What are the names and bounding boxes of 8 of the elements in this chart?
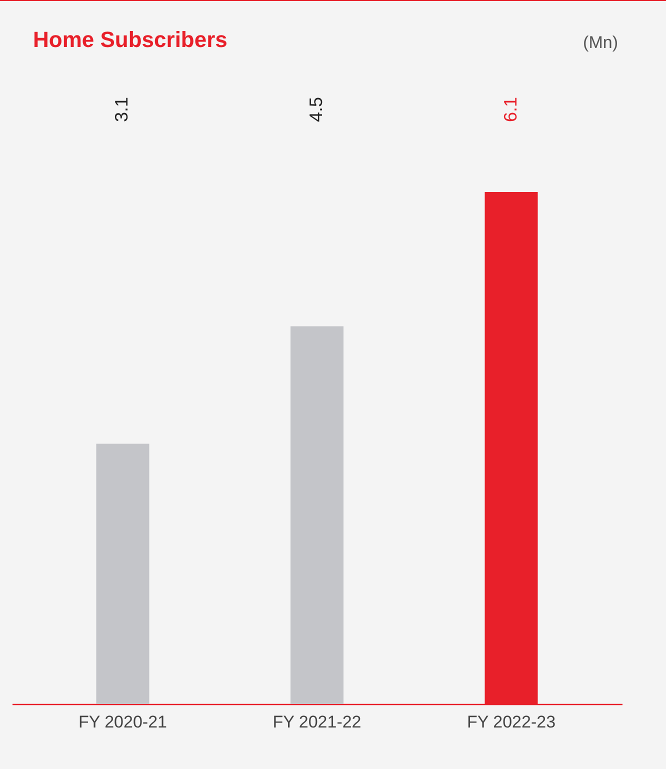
data-label: 3.1: [112, 96, 132, 122]
x-tick-label: FY 2021-22: [272, 712, 362, 732]
text: (Mn): [583, 33, 618, 53]
data-label: 6.1: [500, 96, 520, 122]
x-tick-label: FY 2022-23: [467, 712, 556, 732]
data-label: 4.5: [306, 96, 326, 122]
x-tick-label: FY 2020-21: [78, 712, 167, 732]
chart-title: Home Subscribers: [33, 27, 228, 53]
